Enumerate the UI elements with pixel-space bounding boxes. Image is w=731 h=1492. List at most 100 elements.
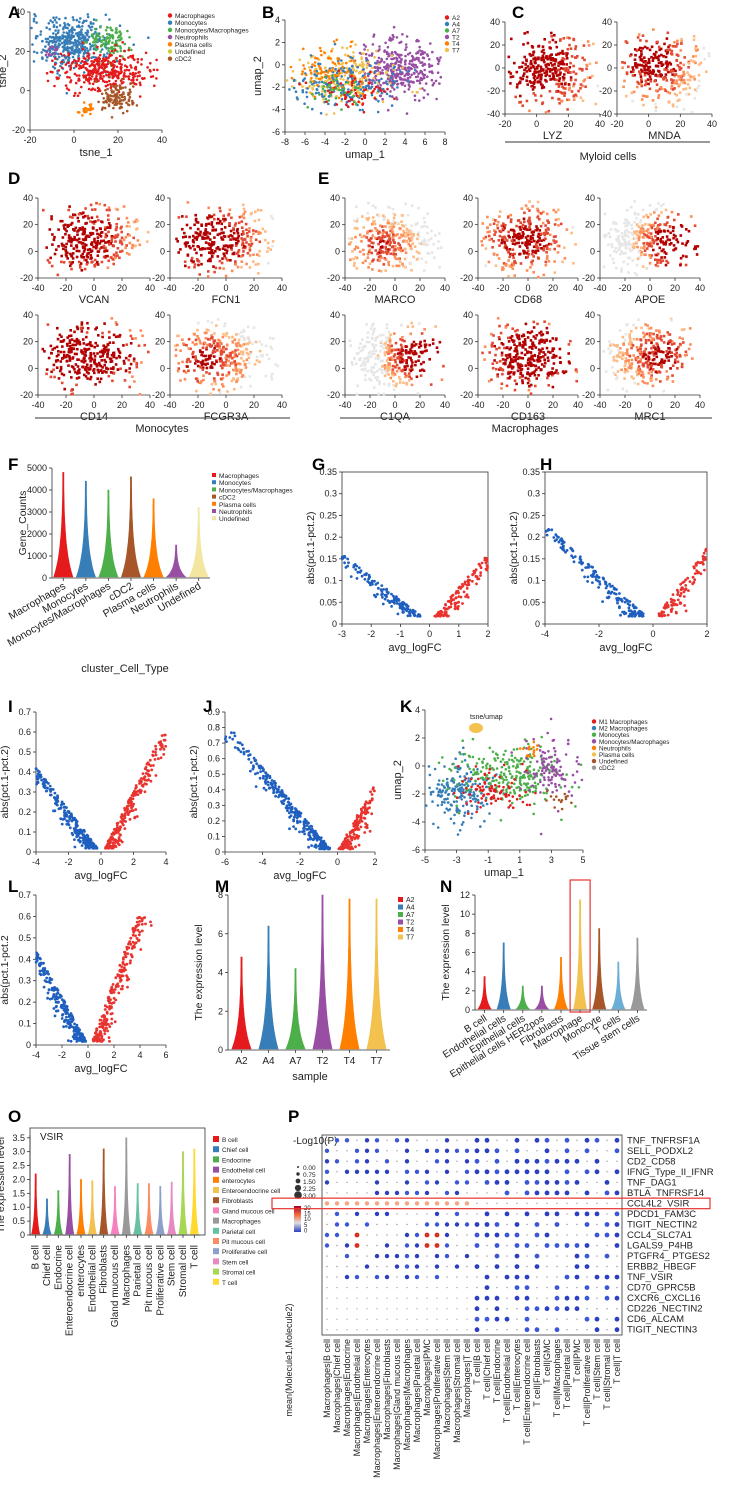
panel-D-4-expression-point [176, 343, 179, 347]
panel-D-3-expression-point [55, 354, 59, 358]
panel-E-2-ytick-label: 40 [463, 193, 473, 203]
panel-D-4-expression-point [239, 335, 243, 338]
panel-D-3-expression-point [106, 355, 109, 359]
panel-D-2-expression-point [259, 209, 263, 212]
panel-A-cell-point [86, 52, 90, 55]
panel-A-cell-point [155, 77, 158, 80]
panel-B-cell-point [408, 51, 412, 55]
panel-A-cell-point [152, 68, 156, 72]
panel-E-1-expression-point [400, 220, 403, 223]
panel-A-cell-point [119, 66, 122, 70]
panel-D-2-expression-point [213, 217, 216, 221]
panel-B-cell-point [321, 87, 325, 91]
panel-A-cell-point [58, 17, 61, 21]
panel-D-2-expression-point [245, 241, 248, 244]
panel-D-3-expression-point [70, 338, 74, 341]
panel-A-cell-point [82, 56, 86, 60]
panel-B-cell-point [322, 98, 325, 101]
panel-D-4-expression-point [210, 383, 214, 386]
panel-A-cell-point [93, 88, 97, 91]
panel-C-2-expression-point [664, 55, 668, 59]
panel-D-4-expression-point [202, 374, 205, 377]
panel-E-2-expression-point [537, 232, 541, 236]
panel-D-3-expression-point [89, 364, 93, 367]
panel-D-3-ytick-label: 0 [28, 363, 33, 373]
panel-A-cell-point [87, 79, 90, 83]
panel-D-2-expression-point [258, 240, 262, 244]
panel-C-2-expression-point [664, 73, 668, 76]
panel-A-cell-point [113, 74, 117, 77]
panel-A-cell-point [51, 59, 54, 62]
panel-B-cell-point [335, 38, 339, 42]
panel-A-cell-point [94, 40, 97, 44]
panel-B-cell-point [358, 108, 362, 112]
panel-D-2-expression-point [234, 263, 237, 266]
panel-B-cell-point [406, 73, 410, 76]
panel-D-4-expression-point [176, 369, 180, 373]
panel-B-cell-point [421, 87, 424, 90]
panel-D-3-expression-point [110, 317, 114, 320]
panel-A-cell-point [51, 70, 54, 74]
panel-B-cell-point [329, 93, 333, 96]
panel-D-4-expression-point [193, 369, 196, 372]
panel-C-2-expression-point [707, 52, 711, 55]
panel-A-cell-point [105, 73, 108, 77]
panel-A-cell-point [54, 33, 58, 36]
panel-D-4-expression-point [205, 366, 209, 370]
panel-C-2-ytick-label: 0 [607, 63, 612, 73]
panel-B-cell-point [404, 54, 407, 58]
panel-B-cell-point [364, 79, 368, 82]
panel-D-4-expression-point [238, 362, 242, 366]
panel-A-cell-point [148, 68, 152, 72]
panel-D-3-expression-point [46, 323, 50, 326]
panel-C-2-expression-point [682, 63, 686, 67]
panel-E-2-expression-point [526, 207, 530, 210]
panel-B-cell-point [393, 73, 397, 77]
panel-D-3-expression-point [81, 352, 84, 355]
panel-A-cell-point [89, 64, 93, 67]
panel-B-cell-point [340, 97, 344, 101]
panel-D-4-expression-point [206, 343, 209, 347]
panel-E-2-expression-point [497, 220, 500, 224]
panel-E-2-expression-point [521, 223, 525, 227]
panel-D-1-expression-point [125, 216, 129, 220]
panel-A-cell-point [39, 33, 42, 36]
panel-A-cell-point [55, 16, 58, 19]
panel-E-3-expression-point [615, 250, 618, 254]
panel-D-3-expression-point [71, 356, 75, 359]
panel-E-2-expression-point [494, 264, 498, 267]
panel-B-cell-point [404, 73, 408, 76]
panel-D-2-expression-point [204, 228, 208, 231]
panel-D-2-expression-point [249, 244, 253, 247]
panel-A-cell-point [113, 60, 117, 64]
panel-D-1-expression-point [57, 245, 60, 248]
panel-B-cell-point [352, 68, 356, 72]
panel-A-cell-point [67, 88, 71, 92]
panel-E-1-expression-point [417, 206, 420, 210]
panel-E-1-expression-point [387, 221, 391, 225]
panel-C-2-expression-point [688, 86, 692, 90]
panel-C-1-expression-point [568, 66, 572, 69]
panel-D-3-expression-point [132, 357, 136, 361]
panel-D-4-expression-point [217, 388, 221, 392]
panel-C-1-ytick-label: 40 [490, 17, 500, 27]
panel-B-cell-point [302, 64, 305, 67]
panel-A-cell-point [114, 41, 118, 45]
panel-A-cell-point [88, 103, 91, 107]
panel-D-3-expression-point [69, 329, 72, 332]
panel-E-1-expression-point [365, 217, 369, 220]
panel-C-1-expression-point [581, 99, 585, 102]
panel-A-cell-point [78, 74, 81, 77]
panel-D-2-expression-point [210, 215, 214, 218]
panel-A-cell-point [83, 48, 87, 52]
panel-E-1-expression-point [424, 261, 428, 264]
panel-A-cell-point [65, 91, 69, 95]
panel-B-cell-point [353, 85, 357, 89]
panel-A-cell-point [107, 104, 111, 108]
panel-C-2-expression-point [655, 83, 659, 86]
panel-E-1-expression-point [366, 252, 370, 256]
panel-D-2-expression-point [252, 253, 255, 256]
panel-D-4-expression-point [225, 347, 228, 351]
panel-D-4-expression-point [251, 342, 254, 346]
